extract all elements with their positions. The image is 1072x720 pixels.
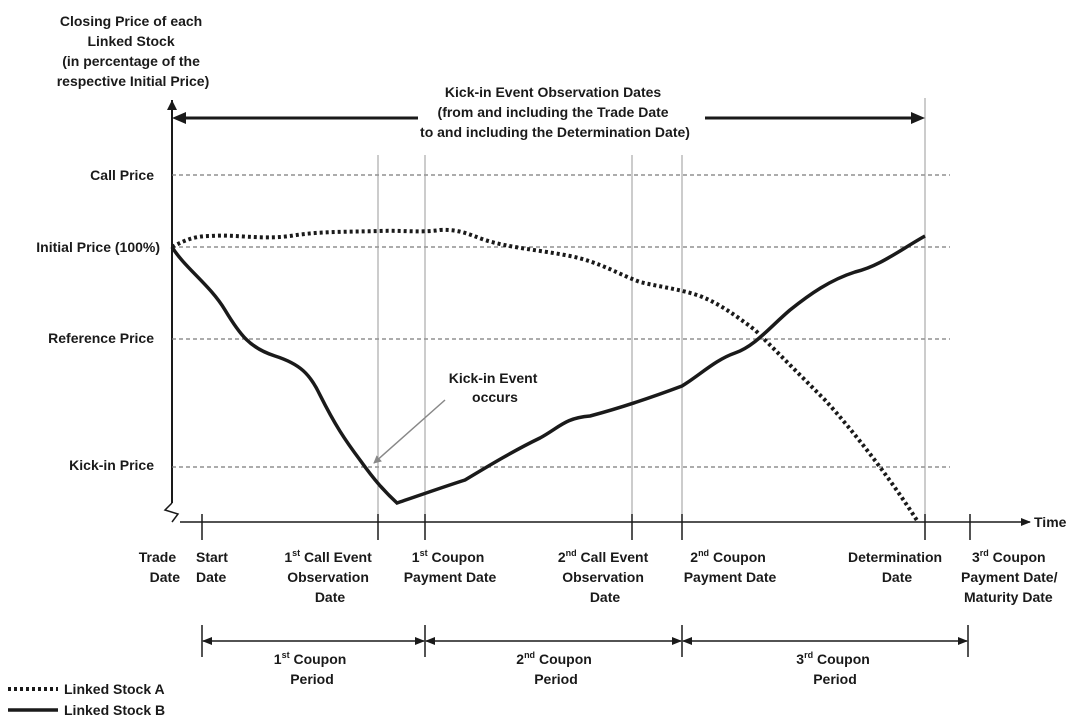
legend-stock-a-label: Linked Stock A	[64, 681, 165, 697]
coupon-period-3-label-line-1: 3rd Coupon	[796, 650, 870, 667]
kickin-price-label: Kick-in Price	[69, 457, 154, 473]
call1-date-label: 1st Call Event Observation Date	[284, 548, 375, 605]
coupon1-date-label-line-1: 1st Coupon	[412, 548, 485, 565]
trade-date-label: Trade Date	[139, 549, 180, 585]
kickin-period-label-line-3: to and including the Determination Date)	[420, 124, 690, 140]
kickin-observation-period: Kick-in Event Observation Dates (from an…	[172, 84, 925, 140]
linked-stock-a-line	[171, 227, 920, 524]
call1-ordinal: 1	[284, 549, 292, 565]
period3-label-rest: Coupon	[813, 651, 870, 667]
call1-date-label-line-3: Date	[315, 589, 346, 605]
determination-date-label: Determination Date	[848, 549, 946, 585]
linked-stock-b-line	[170, 234, 926, 505]
coupon2-ordinal: 2	[690, 549, 698, 565]
call2-ordinal-suffix: nd	[566, 548, 577, 558]
coupon-period-3-label-line-2: Period	[813, 671, 857, 687]
coupon-period-3-label: 3rd Coupon Period	[796, 650, 873, 687]
call2-date-label-line-2: Observation	[562, 569, 644, 585]
y-axis-title-line-4: respective Initial Price)	[57, 73, 210, 89]
trade-date-label-line-1: Trade	[139, 549, 177, 565]
coupon1-label-rest: Coupon	[428, 549, 485, 565]
coupon-period-1-label: 1st Coupon Period	[274, 650, 350, 687]
kickin-period-label-line-1: Kick-in Event Observation Dates	[445, 84, 662, 100]
call1-date-label-line-2: Observation	[287, 569, 369, 585]
date-ticks	[201, 514, 971, 540]
coupon2-date-label: 2nd Coupon Payment Date	[684, 548, 777, 585]
start-date-label-line-1: Start	[196, 549, 228, 565]
kickin-period-label: Kick-in Event Observation Dates (from an…	[420, 84, 690, 140]
kickin-period-arrowhead-right	[911, 112, 925, 124]
y-axis-title-line-1: Closing Price of each	[60, 13, 202, 29]
determination-date-label-line-2: Date	[882, 569, 913, 585]
coupon-period-2-label-line-1: 2nd Coupon	[516, 650, 592, 667]
kickin-event-label-line-2: occurs	[472, 389, 518, 405]
reference-price-label: Reference Price	[48, 330, 154, 346]
trade-date-label-line-2: Date	[150, 569, 181, 585]
call2-label-rest: Call Event	[577, 549, 649, 565]
period2-label-rest: Coupon	[535, 651, 592, 667]
coupon3-ordinal: 3	[972, 549, 980, 565]
kickin-period-arrowhead-left	[172, 112, 186, 124]
coupon3-date-label: 3rd Coupon Payment Date/ Maturity Date	[961, 548, 1061, 605]
kickin-event-pointer	[373, 399, 446, 464]
price-level-lines	[172, 174, 950, 468]
coupon-period-2-label-line-2: Period	[534, 671, 578, 687]
start-date-label-line-2: Date	[196, 569, 227, 585]
x-axis: Time	[180, 514, 1067, 530]
coupon3-date-label-line-2: Payment Date/	[961, 569, 1058, 585]
y-axis-title-line-2: Linked Stock	[87, 33, 174, 49]
y-axis-title: Closing Price of each Linked Stock (in p…	[57, 13, 210, 89]
coupon3-label-rest: Coupon	[989, 549, 1046, 565]
call2-date-label: 2nd Call Event Observation Date	[558, 548, 652, 605]
determination-date-label-line-1: Determination	[848, 549, 942, 565]
y-axis-arrowhead	[167, 100, 177, 110]
y-axis-title-line-3: (in percentage of the	[62, 53, 200, 69]
legend-stock-b-label: Linked Stock B	[64, 702, 165, 718]
kickin-event-annotation: Kick-in Event occurs	[373, 370, 542, 464]
coupon2-label-rest: Coupon	[709, 549, 766, 565]
initial-price-label: Initial Price (100%)	[36, 239, 160, 255]
period2-ordinal: 2	[516, 651, 524, 667]
coupon3-date-label-line-3: Maturity Date	[964, 589, 1053, 605]
period1-ordinal: 1	[274, 651, 282, 667]
call2-ordinal: 2	[558, 549, 566, 565]
call1-label-rest: Call Event	[300, 549, 372, 565]
y-axis-break-icon	[163, 502, 180, 523]
period3-ordinal: 3	[796, 651, 804, 667]
coupon2-ordinal-suffix: nd	[698, 548, 709, 558]
coupon3-ordinal-suffix: rd	[980, 548, 989, 558]
date-labels: Trade Date Start Date 1st Call Event Obs…	[139, 548, 1061, 605]
period1-label-rest: Coupon	[290, 651, 347, 667]
legend: Linked Stock A Linked Stock B	[8, 681, 165, 718]
y-axis	[163, 100, 180, 523]
coupon1-date-label: 1st Coupon Payment Date	[404, 548, 497, 585]
kickin-event-label: Kick-in Event occurs	[449, 370, 542, 405]
period1-ordinal-suffix: st	[282, 650, 290, 660]
call2-date-label-line-3: Date	[590, 589, 621, 605]
coupon3-date-label-line-1: 3rd Coupon	[972, 548, 1046, 565]
start-date-label: Start Date	[196, 549, 232, 585]
price-level-labels: Call Price Initial Price (100%) Referenc…	[36, 167, 160, 473]
period3-ordinal-suffix: rd	[804, 650, 813, 660]
call2-date-label-line-1: 2nd Call Event	[558, 548, 649, 565]
coupon1-ordinal-suffix: st	[420, 548, 428, 558]
coupon1-ordinal: 1	[412, 549, 420, 565]
call1-date-label-line-1: 1st Call Event	[284, 548, 372, 565]
coupon-period-1-label-line-2: Period	[290, 671, 334, 687]
coupon2-date-label-line-2: Payment Date	[684, 569, 777, 585]
coupon2-date-label-line-1: 2nd Coupon	[690, 548, 766, 565]
period2-ordinal-suffix: nd	[524, 650, 535, 660]
call1-ordinal-suffix: st	[292, 548, 300, 558]
coupon-period-brackets: 1st Coupon Period 2nd Coupon Period 3rd …	[201, 625, 969, 687]
x-axis-title: Time	[1034, 514, 1067, 530]
date-lines	[377, 98, 926, 540]
kickin-period-label-line-2: (from and including the Trade Date	[438, 104, 669, 120]
coupon-period-2-label: 2nd Coupon Period	[516, 650, 595, 687]
coupon1-date-label-line-2: Payment Date	[404, 569, 497, 585]
call-price-label: Call Price	[90, 167, 154, 183]
coupon-period-1-label-line-1: 1st Coupon	[274, 650, 347, 667]
kickin-event-label-line-1: Kick-in Event	[449, 370, 538, 386]
